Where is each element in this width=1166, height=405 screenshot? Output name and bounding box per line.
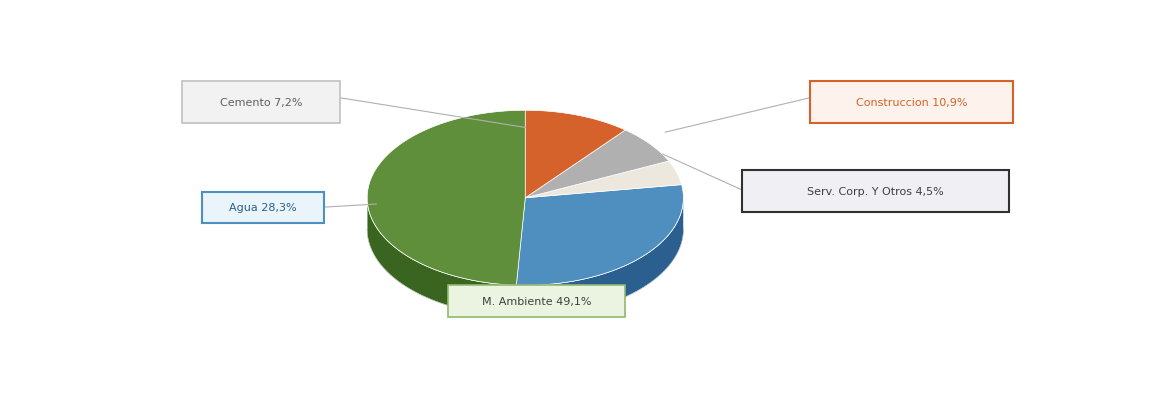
Polygon shape: [525, 162, 682, 198]
FancyBboxPatch shape: [182, 81, 340, 124]
FancyBboxPatch shape: [202, 192, 324, 223]
Text: Serv. Corp. Y Otros 4,5%: Serv. Corp. Y Otros 4,5%: [807, 186, 943, 196]
FancyBboxPatch shape: [449, 286, 625, 317]
Polygon shape: [517, 185, 683, 286]
Text: Construccion 10,9%: Construccion 10,9%: [856, 98, 968, 107]
Polygon shape: [525, 111, 625, 198]
FancyBboxPatch shape: [810, 81, 1013, 124]
Polygon shape: [517, 197, 683, 317]
FancyBboxPatch shape: [743, 170, 1009, 212]
Text: M. Ambiente 49,1%: M. Ambiente 49,1%: [482, 296, 591, 306]
Polygon shape: [367, 198, 517, 317]
Polygon shape: [525, 131, 669, 198]
Polygon shape: [367, 111, 525, 286]
Text: Agua 28,3%: Agua 28,3%: [229, 202, 296, 213]
Text: Cemento 7,2%: Cemento 7,2%: [219, 98, 302, 107]
